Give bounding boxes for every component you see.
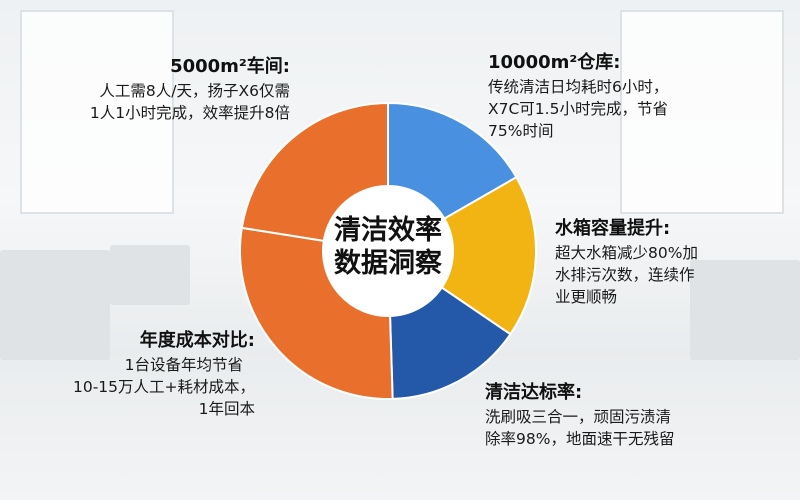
annotation-line: 除率98%，地面速干无残留 [485, 430, 675, 448]
annotation-title: 水箱容量提升: [555, 218, 671, 239]
center-title-line: 清洁效率 [334, 215, 442, 246]
annotation-tank: 水箱容量提升: 超大水箱减少80%加 水排污次数，连续作 业更顺畅 [555, 216, 698, 308]
annotation-line: 业更顺畅 [555, 288, 618, 306]
donut-hole [323, 186, 453, 316]
annotation-line: 10-15万人工+耗材成本， [72, 378, 255, 396]
annotation-title: 清洁达标率: [485, 382, 583, 403]
annotation-line: 人工需8人/天，扬子X6仅需 [99, 82, 290, 100]
annotation-title: 年度成本对比: [139, 330, 255, 351]
annotation-line: 传统清洁日均耗时6小时， [488, 78, 669, 96]
annotation-line: X7C可1.5小时完成，节省 [488, 100, 668, 118]
annotation-workshop: 5000m²车间: 人工需8人/天，扬子X6仅需 1人1小时完成，效率提升8倍 [90, 54, 290, 124]
annotation-line: 1人1小时完成，效率提升8倍 [89, 104, 290, 122]
annotation-line: 1年回本 [198, 400, 255, 418]
annotation-title: 10000m²仓库: [488, 52, 621, 73]
annotation-warehouse: 10000m²仓库: 传统清洁日均耗时6小时， X7C可1.5小时完成，节省 7… [488, 50, 668, 142]
annotation-line: 1台设备年均节省 [124, 356, 243, 374]
annotation-cost: 年度成本对比: 1台设备年均节省 10-15万人工+耗材成本， 1年回本 [73, 328, 255, 420]
annotation-line: 75%时间 [488, 122, 554, 140]
annotation-standard: 清洁达标率: 洗刷吸三合一，顽固污渍清 除率98%，地面速干无残留 [485, 380, 674, 450]
annotation-line: 超大水箱减少80%加 [555, 244, 698, 262]
center-title: 清洁效率 数据洞察 [318, 214, 458, 280]
annotation-line: 洗刷吸三合一，顽固污渍清 [485, 408, 672, 426]
annotation-title: 5000m²车间: [170, 56, 290, 77]
annotation-line: 水排污次数，连续作 [555, 266, 695, 284]
center-title-line: 数据洞察 [334, 248, 442, 279]
